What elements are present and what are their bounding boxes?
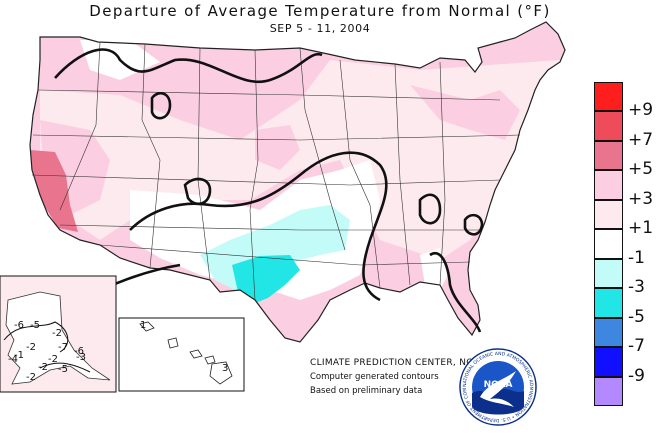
legend-row: +1	[594, 199, 653, 238]
zone-minus-5	[232, 255, 300, 305]
zone-plus-1	[40, 60, 560, 260]
legend-label: +7	[628, 129, 654, 150]
temperature-departure-map: -6 -5-2-1-2 -7-4 -2 -3-6-2 -5-2 13	[0, 21, 566, 393]
zone-plus-3-plains	[255, 125, 300, 170]
alaska-contour-label: -5	[30, 320, 40, 331]
legend-swatch	[594, 81, 623, 111]
legend-label: +3	[628, 188, 654, 209]
legend-row	[594, 376, 653, 407]
logo-wordmark: NOAA	[484, 380, 513, 390]
legend-label: +5	[628, 159, 654, 179]
zone-minus-1-south	[130, 160, 380, 300]
alaska-inset: -6 -5-2-1-2 -7-4 -2 -3-6-2 -5-2	[0, 275, 117, 393]
legend-row: -1	[594, 229, 653, 268]
alaska-contour-labels: -6 -5-2-1-2 -7-4 -2 -3-6-2 -5-2	[8, 320, 86, 383]
contour-lines	[54, 48, 484, 333]
legend-label: +9	[628, 100, 654, 120]
legend-row: +7	[594, 111, 653, 150]
hawaii-contour-label: 3	[222, 363, 228, 374]
alaska-contour-label: -3	[76, 352, 86, 363]
alaska-contour-label: -2	[26, 342, 36, 353]
legend-row: -5	[594, 288, 653, 327]
alaska-contour-label: -6	[14, 320, 24, 331]
alaska-contour-label: -6	[74, 346, 84, 357]
legend-row: +9	[594, 81, 653, 120]
alaska-contour-label: -2	[26, 372, 36, 383]
map-title: Departure of Average Temperature from No…	[89, 2, 551, 20]
legend-swatch	[594, 317, 623, 347]
legend-label: -1	[628, 247, 645, 268]
zone-minus-1-southeast	[420, 248, 448, 290]
credit-agency: CLIMATE PREDICTION CENTER, NOAA	[310, 358, 487, 368]
map-subtitle: SEP 5 - 11, 2004	[269, 22, 371, 35]
noaa-logo: NATIONAL OCEANIC AND ATMOSPHERIC ADMINIS…	[458, 347, 537, 426]
state-borders	[31, 41, 521, 301]
legend-swatch	[594, 258, 623, 288]
hawaii-contour-label: 1	[140, 320, 146, 331]
legend-row: -7	[594, 317, 653, 356]
alaska-contour-label: -2	[48, 354, 58, 365]
alaska-contour-label: -1	[14, 350, 24, 361]
legend-row: +5	[594, 140, 653, 179]
legend-swatch	[594, 199, 623, 229]
logo-bird	[480, 371, 516, 407]
legend-swatch	[594, 111, 623, 141]
hawaii-inset: 13	[118, 317, 245, 392]
legend-swatch	[594, 140, 623, 170]
alaska-contour-label: -4	[8, 354, 18, 365]
legend-label: -7	[628, 336, 645, 356]
legend-row: -3	[594, 258, 653, 297]
legend-swatch	[594, 288, 623, 318]
legend-label: -5	[628, 306, 645, 327]
legend-label: +1	[628, 218, 654, 238]
zone-plus-3-north	[410, 85, 520, 140]
alaska-contour-label: -2	[38, 362, 48, 373]
legend: +9 +7 +5 +3 +1 -1 -3 -5 -7 -9	[594, 81, 653, 407]
hawaii-contour-labels: 13	[140, 320, 228, 374]
legend-label: -3	[628, 277, 645, 297]
legend-swatch	[594, 170, 623, 200]
conus-map	[29, 21, 566, 343]
legend-swatch	[594, 376, 623, 406]
credits-block: CLIMATE PREDICTION CENTER, NOAA Computer…	[310, 356, 487, 398]
legend-label: -9	[628, 365, 645, 386]
legend-swatch	[594, 347, 623, 377]
legend-swatch	[594, 229, 623, 259]
us-outline	[29, 21, 566, 343]
alaska-land	[5, 291, 111, 385]
alaska-contour-label: -2	[52, 328, 62, 339]
legend-row: +3	[594, 170, 653, 209]
credit-data-note: Based on preliminary data	[310, 386, 423, 396]
alaska-contour-label: -7	[58, 342, 68, 353]
credit-contours: Computer generated contours	[310, 372, 439, 382]
legend-row: -9	[594, 347, 653, 386]
alaska-contour-label: -5	[58, 364, 68, 375]
zone-plus-5	[30, 150, 78, 232]
